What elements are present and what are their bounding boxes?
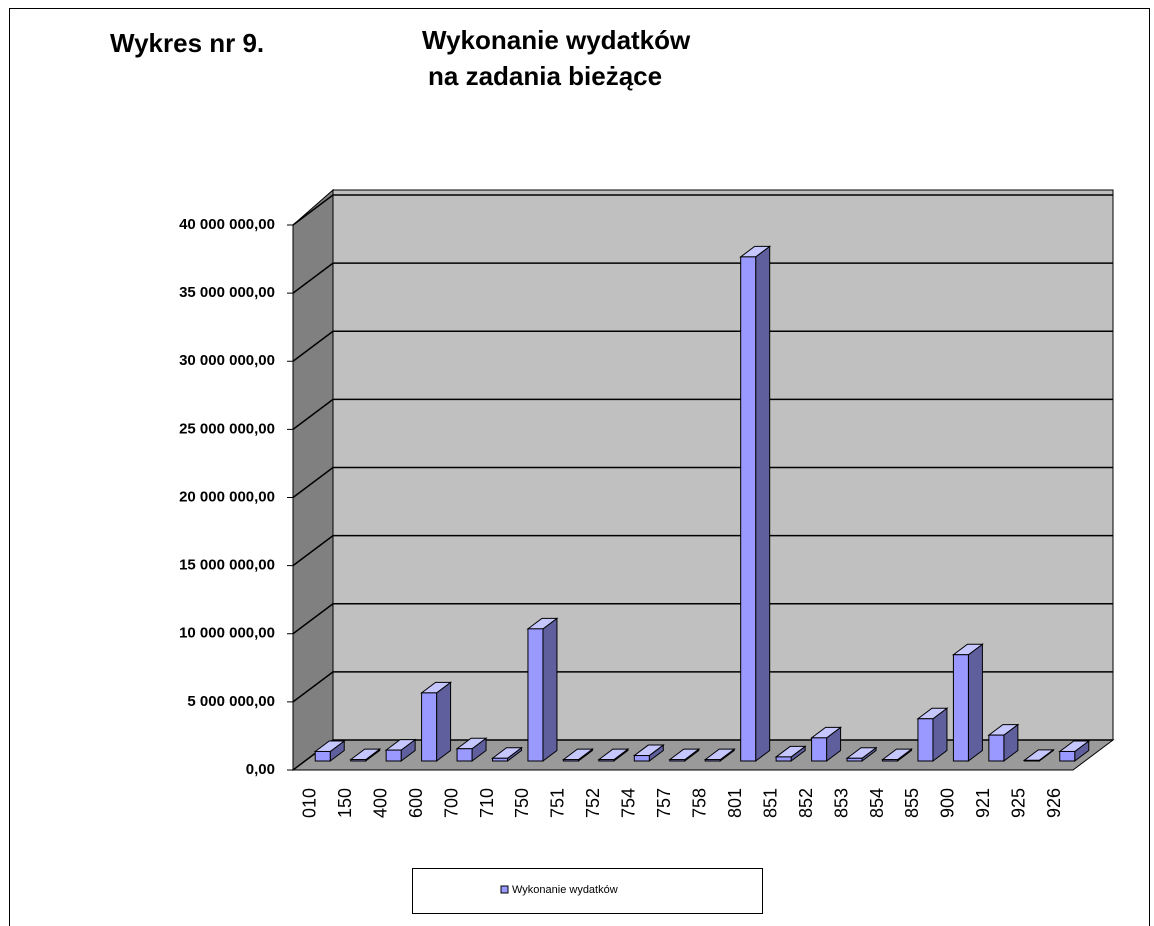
bar-front: [952, 654, 969, 762]
grid-line: [292, 671, 1113, 703]
bar: [739, 245, 772, 762]
y-tick-label: 10 000 000,00: [179, 625, 275, 642]
grid-line: [292, 330, 1113, 362]
grid-line: [292, 466, 1113, 499]
bar-front: [314, 750, 331, 762]
y-tick-label: 20 000 000,00: [179, 488, 275, 505]
bar: [632, 744, 665, 762]
bar: [313, 739, 346, 762]
x-tick-label: 751: [548, 788, 568, 818]
y-tick-label: 40 000 000,00: [179, 216, 275, 233]
bar-front: [456, 748, 473, 762]
walls: [291, 188, 1115, 771]
x-tick-label: 010: [299, 788, 319, 818]
x-tick-label: 400: [370, 788, 390, 818]
y-tick-label: 0,00: [246, 761, 275, 778]
x-tick-label: 853: [831, 788, 851, 818]
side-wall: [292, 188, 334, 771]
x-tick-label: 710: [477, 788, 497, 818]
bar: [881, 748, 913, 762]
bar-side: [542, 617, 558, 762]
chart-title: Wykonanie wydatków: [422, 25, 691, 55]
bar-front: [740, 256, 757, 762]
bar: [774, 745, 807, 762]
x-tick-label: 926: [1044, 788, 1064, 818]
x-tick-label: 854: [867, 788, 887, 818]
legend-swatch: [500, 885, 509, 894]
grid-line: [292, 534, 1113, 567]
grid-line: [292, 194, 1113, 226]
x-tick-label: 801: [725, 788, 745, 818]
bar: [703, 748, 736, 762]
legend-box: [412, 868, 763, 914]
bar-front: [882, 759, 898, 762]
bar-front: [1023, 759, 1040, 762]
bar: [916, 707, 949, 762]
bar-side: [436, 681, 452, 762]
bar-front: [1059, 750, 1076, 762]
bar-front: [492, 757, 508, 762]
bar-front: [811, 737, 828, 762]
bar: [987, 723, 1020, 762]
x-tick-label: 150: [335, 788, 355, 818]
bar: [349, 748, 382, 762]
x-tick-label: 750: [512, 788, 532, 818]
bar-front: [527, 628, 544, 762]
x-tick-label: 852: [796, 788, 816, 818]
bar-front: [846, 757, 863, 762]
grid-line: [292, 262, 1113, 294]
x-tick-label: 921: [973, 788, 993, 818]
bar: [951, 643, 984, 762]
bar: [597, 748, 630, 762]
bar-front: [988, 734, 1005, 762]
bar-front: [704, 759, 721, 762]
bar: [1058, 739, 1091, 762]
bar-front: [775, 756, 792, 762]
bar: [384, 738, 417, 762]
bar: [561, 748, 594, 762]
bar: [668, 748, 701, 762]
y-tick-label: 5 000 000,00: [187, 693, 275, 710]
bar: [810, 726, 843, 762]
x-tick-label: 752: [583, 788, 603, 818]
bar-front: [350, 759, 367, 762]
bar: [491, 746, 523, 762]
bar-front: [562, 759, 579, 762]
x-tick-label: 700: [441, 788, 461, 818]
grid-line: [292, 398, 1113, 430]
x-tick-label: 900: [938, 788, 958, 818]
bar-side: [755, 245, 771, 762]
x-tick-label: 855: [902, 788, 922, 818]
bar-front: [598, 759, 615, 762]
bar-front: [917, 718, 934, 762]
x-tick-label: 600: [406, 788, 426, 818]
bar: [420, 681, 453, 762]
y-tick-label: 25 000 000,00: [179, 420, 275, 437]
x-tick-label: 851: [760, 788, 780, 818]
legend-label: Wykonanie wydatków: [512, 884, 618, 896]
bar-side: [967, 643, 983, 762]
x-tick-label: 758: [689, 788, 709, 818]
x-tick-label: 754: [619, 788, 639, 818]
bar-front: [633, 755, 650, 762]
bar: [1022, 748, 1055, 762]
grid-line: [292, 603, 1113, 635]
bar: [845, 746, 878, 762]
bar-front: [421, 692, 438, 762]
y-tick-label: 35 000 000,00: [179, 284, 275, 301]
bar: [455, 737, 488, 762]
bar-front: [669, 759, 686, 762]
y-tick-label: 30 000 000,00: [179, 352, 275, 369]
chart-title: na zadania bieżące: [428, 61, 662, 91]
grid-line: [292, 739, 1113, 771]
page-border: [9, 8, 1150, 926]
bar: [526, 617, 559, 762]
x-tick-label: 925: [1009, 788, 1029, 818]
x-tick-label: 757: [654, 788, 674, 818]
figure-label: Wykres nr 9.: [110, 28, 264, 58]
back-wall: [332, 189, 1114, 741]
y-tick-label: 15 000 000,00: [179, 557, 275, 574]
bar-front: [385, 749, 402, 762]
